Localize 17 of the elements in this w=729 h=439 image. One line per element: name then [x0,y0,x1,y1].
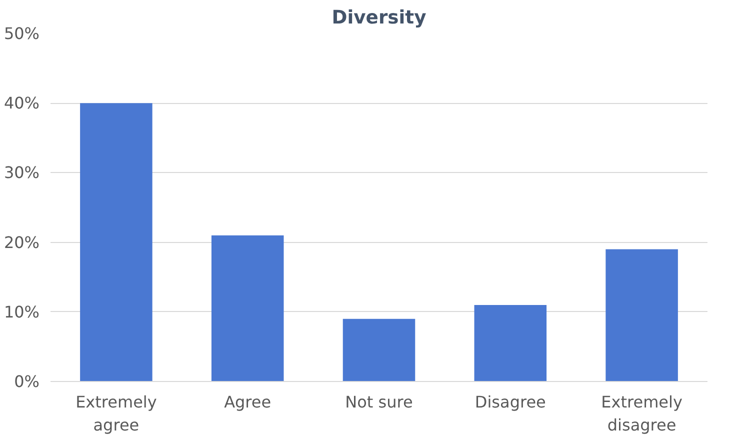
x-tick-label: Agree [224,392,272,412]
y-tick-label: 40% [4,94,40,113]
x-tick-label: Extremely disagree [601,392,682,434]
chart-title: Diversity [332,8,426,28]
x-tick-label: Extremely agree [76,392,157,434]
bar [474,304,547,382]
y-tick-label: 10% [4,302,40,322]
bar [80,103,152,382]
y-tick-label: 0% [14,372,40,391]
y-tick-label: 20% [4,232,40,252]
x-tick-label: Not sure [345,392,413,412]
bar [342,318,416,382]
bar [606,249,678,382]
bar [211,235,284,382]
y-tick-label: 50% [4,24,40,43]
x-tick-label: Disagree [474,392,546,412]
y-tick-label: 30% [4,163,40,182]
